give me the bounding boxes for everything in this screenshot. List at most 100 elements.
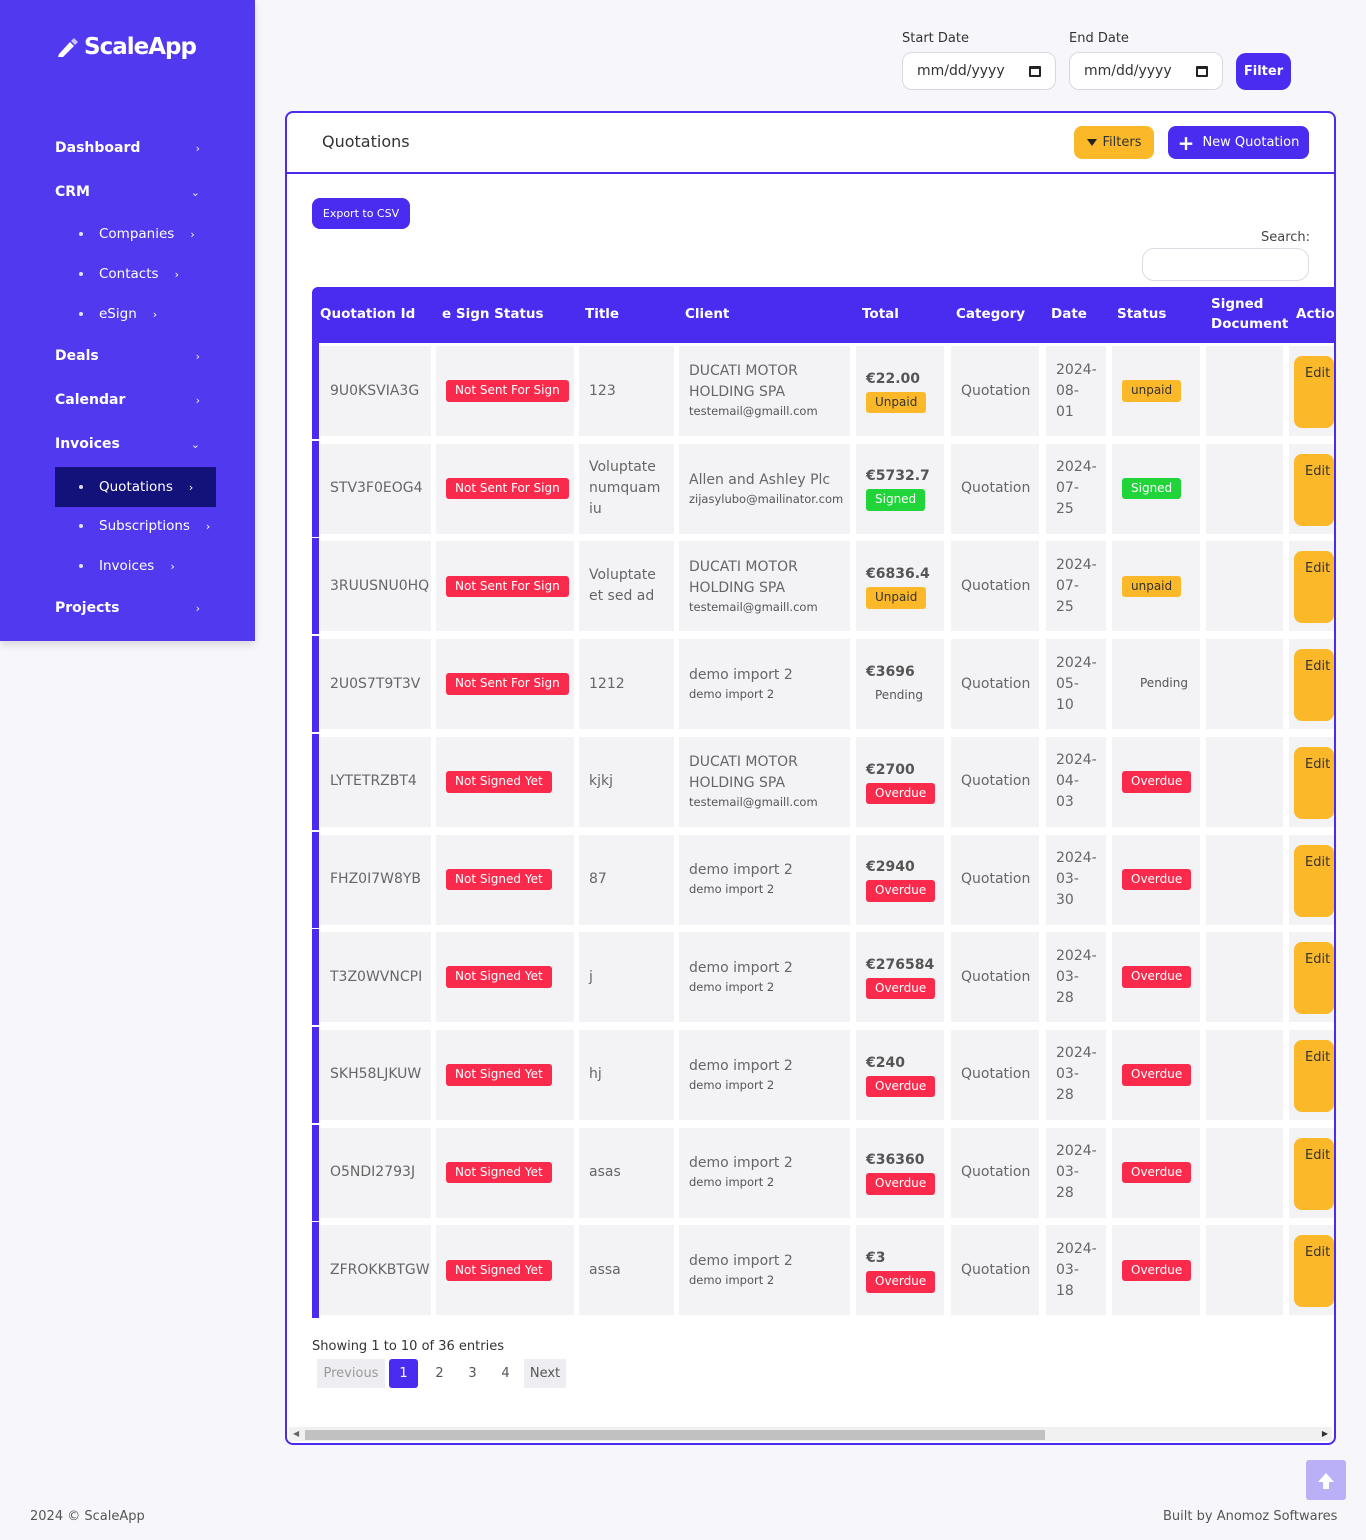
end-date-input[interactable]: mm/dd/yyyy: [1069, 52, 1223, 90]
bullet-icon: [79, 312, 83, 316]
page-button[interactable]: 3: [468, 1366, 477, 1381]
column-header[interactable]: Quotation Id: [320, 306, 416, 323]
brand-logo[interactable]: ScaleApp: [56, 34, 197, 60]
esign-status-badge: Not Signed Yet: [446, 1064, 552, 1086]
page-button[interactable]: 2: [435, 1366, 444, 1381]
edit-button[interactable]: Edit: [1294, 551, 1334, 624]
edit-button[interactable]: Edit: [1294, 356, 1334, 428]
column-header[interactable]: Total: [862, 306, 899, 323]
scroll-left-icon[interactable]: ◀: [293, 1429, 300, 1438]
table-cell: Edit: [1289, 639, 1334, 730]
status-badge: Overdue: [1122, 1064, 1192, 1086]
filter-button[interactable]: Filter: [1236, 53, 1291, 90]
export-csv-button[interactable]: Export to CSV: [312, 198, 410, 229]
table-cell: asas: [579, 1127, 674, 1218]
column-header[interactable]: Action: [1296, 306, 1335, 323]
total-amount: €240: [866, 1054, 905, 1071]
sidebar-item-esign[interactable]: eSign ›: [55, 294, 157, 334]
sidebar-item-calendar[interactable]: Calendar ›: [55, 388, 200, 412]
esign-status-badge: Not Signed Yet: [446, 868, 552, 891]
search-input[interactable]: [1142, 248, 1309, 281]
table-row[interactable]: 2U0S7T9T3V Not Sent For Sign 1212 demo impo…: [312, 636, 1334, 733]
edit-button[interactable]: Edit: [1294, 844, 1334, 917]
filters-button[interactable]: Filters: [1074, 126, 1154, 159]
esign-status-badge: Not Signed Yet: [446, 1259, 552, 1282]
edit-button[interactable]: Edit: [1294, 453, 1334, 526]
table-cell: Overdue: [1112, 736, 1200, 827]
previous-button[interactable]: Previous: [317, 1359, 385, 1388]
edit-button[interactable]: Edit: [1294, 649, 1334, 722]
sidebar-item-invoices-group[interactable]: Invoices ⌄: [55, 432, 200, 456]
start-date-input[interactable]: mm/dd/yyyy: [902, 52, 1056, 90]
scroll-right-icon[interactable]: ▶: [1321, 1429, 1328, 1438]
category-text: Quotation: [961, 480, 1031, 497]
page-button[interactable]: 4: [501, 1366, 510, 1381]
column-header[interactable]: Date: [1051, 306, 1087, 323]
table-row[interactable]: ZFROKKBTGW Not Signed Yet assa demo import …: [312, 1222, 1334, 1319]
client-name[interactable]: Allen and Ashley Plc: [689, 471, 831, 488]
table-row[interactable]: T3Z0WVNCPI Not Signed Yet j demo import 2 de…: [312, 929, 1334, 1026]
edit-button[interactable]: Edit: [1294, 746, 1334, 819]
table-cell: Not Sent For Sign: [436, 541, 574, 632]
table-cell: 123: [579, 346, 674, 436]
scroll-to-top-button[interactable]: [1306, 1460, 1346, 1500]
sidebar-item-label: Calendar: [55, 392, 126, 408]
sidebar-item-subscriptions[interactable]: Subscriptions ›: [55, 506, 210, 546]
column-header[interactable]: Client: [685, 306, 730, 323]
edit-button[interactable]: Edit: [1294, 1235, 1334, 1308]
client-name[interactable]: DUCATI MOTOR HOLDING SPA: [689, 558, 798, 596]
sidebar-item-deals[interactable]: Deals ›: [55, 344, 200, 368]
sidebar-item-invoices[interactable]: Invoices ›: [55, 546, 175, 586]
chevron-right-icon: ›: [152, 307, 158, 321]
table-cell: Overdue: [1112, 1029, 1200, 1120]
calendar-icon[interactable]: [1029, 65, 1041, 77]
date-text: 2024-03-28: [1056, 947, 1097, 1006]
edit-button[interactable]: Edit: [1294, 942, 1334, 1015]
column-header[interactable]: Title: [585, 306, 620, 323]
sidebar-item-dashboard[interactable]: Dashboard ›: [55, 136, 200, 160]
client-name[interactable]: demo import 2: [689, 666, 793, 683]
sidebar-item-quotations[interactable]: Quotations ›: [55, 467, 216, 507]
table-cell: hj: [579, 1029, 674, 1120]
sidebar-item-contacts[interactable]: Contacts ›: [55, 254, 179, 294]
table-row[interactable]: 9U0KSVIA3G Not Sent For Sign 123 DUCATI MOT…: [312, 343, 1334, 439]
table-cell: 2U0S7T9T3V: [320, 639, 431, 730]
category-text: Quotation: [961, 871, 1031, 887]
date-text: 2024-03-28: [1056, 1143, 1097, 1202]
table-cell: Quotation: [951, 443, 1039, 534]
client-name[interactable]: demo import 2: [689, 1253, 793, 1270]
table-row[interactable]: O5NDI2793J Not Signed Yet asas demo import …: [312, 1124, 1334, 1221]
sidebar-item-crm[interactable]: CRM ⌄: [55, 180, 200, 204]
client-name[interactable]: demo import 2: [689, 1057, 793, 1074]
client-name[interactable]: DUCATI MOTOR HOLDING SPA: [689, 754, 798, 792]
search-label: Search:: [1261, 230, 1311, 245]
page-button[interactable]: 1: [389, 1359, 418, 1388]
column-header[interactable]: Status: [1117, 306, 1167, 323]
table-cell: Not Signed Yet: [436, 1225, 574, 1316]
column-header[interactable]: Signed Document: [1211, 296, 1289, 332]
table-row[interactable]: 3RUUSNU0HQ Not Sent For Sign Voluptate et …: [312, 538, 1334, 635]
sidebar-item-projects[interactable]: Projects ›: [55, 596, 200, 620]
client-name[interactable]: demo import 2: [689, 960, 793, 977]
client-name[interactable]: demo import 2: [689, 1155, 793, 1172]
new-quotation-button[interactable]: + New Quotation: [1168, 126, 1309, 159]
scrollbar-thumb[interactable]: [305, 1430, 1045, 1440]
next-button[interactable]: Next: [524, 1359, 566, 1388]
bullet-icon: [79, 485, 83, 489]
calendar-icon[interactable]: [1196, 65, 1208, 77]
status-badge: Overdue: [1122, 966, 1192, 988]
table-row[interactable]: LYTETRZBT4 Not Signed Yet kjkj DUCATI MOTOR…: [312, 733, 1334, 830]
client-name[interactable]: demo import 2: [689, 862, 793, 879]
sidebar-item-companies[interactable]: Companies ›: [55, 214, 195, 254]
client-name[interactable]: DUCATI MOTOR HOLDING SPA: [689, 363, 798, 401]
column-header[interactable]: e Sign Status: [442, 306, 544, 323]
table-row[interactable]: STV3F0EOG4 Not Sent For Sign Voluptate num…: [312, 440, 1334, 537]
column-header[interactable]: Category: [956, 306, 1026, 323]
payment-status-badge: Signed: [866, 489, 926, 511]
edit-button[interactable]: Edit: [1294, 1039, 1334, 1112]
esign-status-badge: Not Sent For Sign: [446, 673, 569, 695]
edit-button[interactable]: Edit: [1294, 1137, 1334, 1210]
horizontal-scrollbar[interactable]: ◀ ▶: [289, 1427, 1332, 1441]
